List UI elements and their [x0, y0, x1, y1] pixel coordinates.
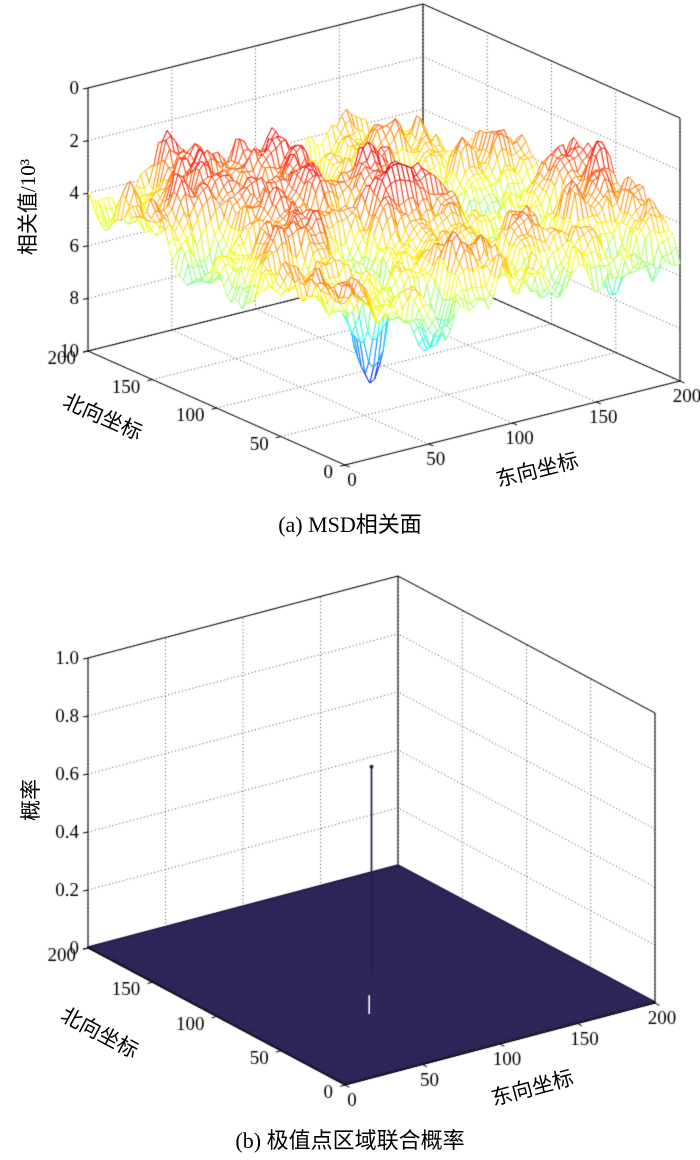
- caption-panel-a: (a) MSD相关面: [278, 512, 422, 537]
- z-axis-label-a: 相关值/10³: [16, 158, 40, 256]
- z-axis-label-b: 概率: [19, 779, 43, 821]
- caption-panel-b: (b) 极值点区域联合概率: [235, 1128, 465, 1153]
